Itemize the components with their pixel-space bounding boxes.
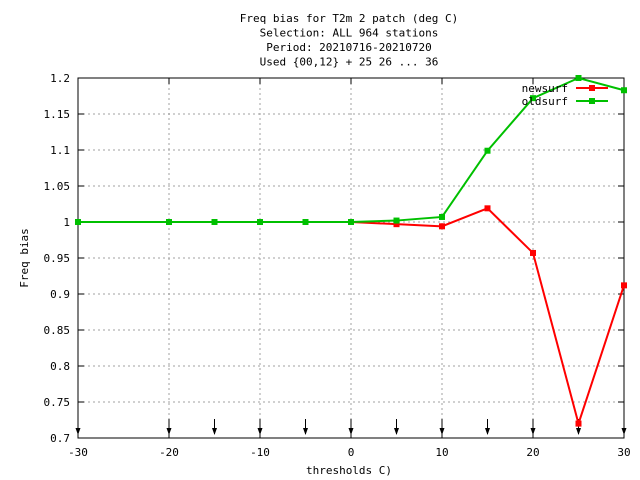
data-point-oldsurf [166,219,172,225]
threshold-arrow [257,419,263,435]
threshold-arrow [621,419,627,435]
y-tick-label: 1.1 [50,144,70,157]
data-point-newsurf [575,420,582,427]
y-tick-label: 1.05 [44,180,71,193]
data-point-newsurf [621,282,627,289]
x-tick-label: 30 [617,446,630,459]
y-tick-label: 0.8 [50,360,70,373]
data-point-oldsurf [621,87,627,94]
threshold-arrow [439,419,445,435]
x-tick-label: -30 [68,446,88,459]
x-tick-label: -20 [159,446,179,459]
data-point-newsurf [484,205,491,212]
y-axis: 0.7 0.75 0.8 0.85 0.9 0.95 1 1.05 1.1 1.15 1.2 [44,72,624,445]
legend-label: newsurf [522,82,568,95]
data-point-oldsurf [439,213,445,220]
x-axis-label: thresholds C) [306,464,392,477]
data-point-oldsurf [530,95,536,102]
data-point-oldsurf [348,219,354,225]
y-tick-label: 1.15 [44,108,71,121]
data-point-oldsurf [75,219,81,225]
grid-lines [78,78,624,438]
data-point-oldsurf [257,219,263,225]
y-tick-label: 0.85 [44,324,71,337]
y-tick-label: 0.9 [50,288,70,301]
title-line: Selection: ALL 964 stations [260,27,439,40]
threshold-arrow [212,419,217,435]
threshold-arrow [348,419,354,435]
legend-marker [589,98,595,104]
threshold-arrow [394,419,399,435]
x-tick-label: 20 [526,446,539,459]
y-axis-label: Freq bias [18,228,31,288]
data-point-oldsurf [393,217,400,224]
y-tick-label: 1 [63,216,70,229]
legend-entry-oldsurf: oldsurf [522,95,608,108]
threshold-arrow [485,419,490,435]
title-line: Period: 20210716-20210720 [266,41,432,54]
y-tick-label: 0.7 [50,432,70,445]
data-point-oldsurf [484,147,491,154]
legend-entry-newsurf: newsurf [522,82,608,95]
data-point-oldsurf [211,219,218,225]
chart-title: Freq bias for T2m 2 patch (deg C) Selecti… [240,12,459,69]
data-point-oldsurf [302,219,309,225]
legend-label: oldsurf [522,95,568,108]
threshold-arrow [303,419,308,435]
data-point-newsurf [393,221,400,228]
x-tick-label: -10 [250,446,270,459]
x-tick-label: 0 [348,446,355,459]
series-lines [75,75,627,428]
threshold-arrow [75,419,81,435]
threshold-arrow [166,419,172,435]
y-tick-label: 0.75 [44,396,71,409]
data-point-newsurf [439,223,445,230]
series-line-oldsurf [78,76,625,223]
x-axis: -30 -20 -10 0 10 20 30 [68,78,631,459]
y-tick-label: 1.2 [50,72,70,85]
legend-marker [589,85,595,91]
title-line: Freq bias for T2m 2 patch (deg C) [240,12,459,25]
threshold-arrow [530,419,536,435]
series-line-newsurf [78,207,625,428]
x-tick-label: 10 [435,446,448,459]
data-point-newsurf [530,249,536,256]
title-line: Used {00,12} + 25 26 ... 36 [260,56,439,69]
data-point-oldsurf [575,75,582,81]
y-tick-label: 0.95 [44,252,71,265]
threshold-arrows [75,419,627,435]
